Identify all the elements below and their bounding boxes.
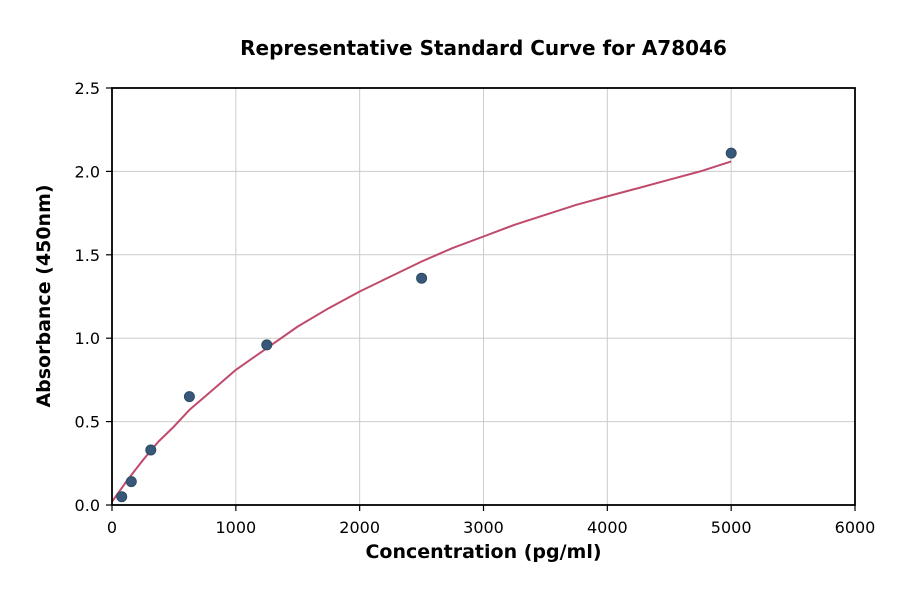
x-axis-label: Concentration (pg/ml) bbox=[365, 541, 602, 563]
x-tick-label: 3000 bbox=[463, 518, 504, 537]
chart-title: Representative Standard Curve for A78046 bbox=[240, 36, 727, 60]
data-point bbox=[116, 491, 128, 503]
y-tick-label: 1.0 bbox=[75, 329, 100, 348]
plot-border bbox=[111, 87, 856, 506]
data-point bbox=[261, 339, 273, 351]
y-tick-label: 2.5 bbox=[75, 79, 100, 98]
data-point bbox=[725, 147, 737, 159]
x-tick-label: 1000 bbox=[215, 518, 256, 537]
y-tick-label: 0.0 bbox=[75, 496, 100, 515]
data-point bbox=[145, 444, 157, 456]
x-tick-label: 5000 bbox=[711, 518, 752, 537]
x-tick-label: 6000 bbox=[835, 518, 876, 537]
x-tick-label: 2000 bbox=[339, 518, 380, 537]
data-point bbox=[416, 272, 428, 284]
y-tick-label: 0.5 bbox=[75, 413, 100, 432]
data-point bbox=[125, 476, 137, 488]
data-point bbox=[183, 391, 195, 403]
x-tick-label: 4000 bbox=[587, 518, 628, 537]
fit-curve bbox=[111, 160, 732, 503]
y-tick-label: 2.0 bbox=[75, 162, 100, 181]
x-tick-label: 0 bbox=[107, 518, 117, 537]
y-tick-label: 1.5 bbox=[75, 246, 100, 265]
